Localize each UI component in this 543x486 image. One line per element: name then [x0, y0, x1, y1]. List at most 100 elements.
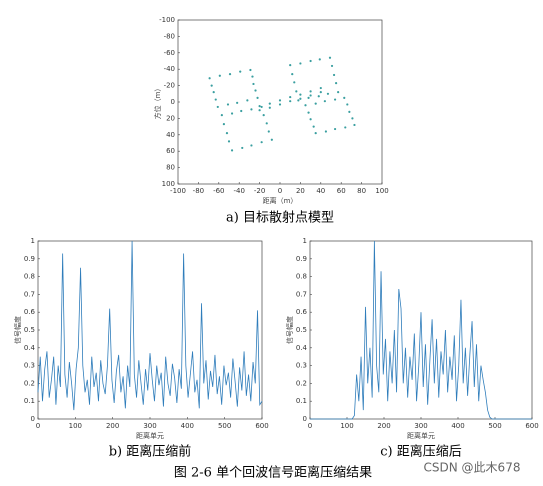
y-tick-label: -100 [159, 16, 175, 24]
scatter-point [268, 106, 271, 109]
scatter-point [299, 97, 302, 100]
x-tick-label: 500 [218, 422, 231, 430]
scatter-point [307, 111, 310, 114]
scatter-point [309, 118, 312, 121]
scatter-point [304, 104, 307, 107]
scatter-point [260, 105, 263, 109]
y-tick-label: 60 [166, 147, 175, 155]
y-tick-label: 0.1 [24, 397, 35, 405]
scatter-point [297, 99, 300, 102]
y-tick-label: -20 [164, 82, 175, 90]
y-tick-label: 0.3 [296, 362, 307, 370]
x-tick-label: 0 [308, 422, 312, 430]
scatter-point [278, 99, 282, 102]
y-tick-label: -40 [164, 65, 175, 73]
scatter-point [208, 77, 211, 80]
scatter-point [268, 102, 271, 105]
scatter-point [309, 59, 312, 63]
y-tick-label: 0.8 [296, 273, 307, 281]
y-tick-label: -60 [164, 49, 175, 57]
y-tick-label: 0.5 [296, 326, 307, 334]
data-line [310, 240, 532, 420]
scatter-point [226, 103, 230, 106]
scatter-point [351, 117, 354, 120]
scatter-point [216, 105, 219, 109]
scatter-point [227, 140, 231, 143]
chart-caption: c) 距离压缩后 [380, 444, 462, 460]
y-tick-label: 0.6 [24, 308, 36, 316]
y-tick-label: -80 [164, 32, 175, 40]
scatter-point [307, 96, 310, 99]
y-tick-label: 0.9 [296, 255, 307, 263]
plot-frame [309, 240, 533, 420]
scatter-point [314, 132, 317, 135]
scatter-point [299, 62, 302, 65]
y-tick-label: 0.1 [296, 397, 307, 405]
scatter-point [353, 123, 356, 127]
scatter-point [323, 100, 326, 103]
scatter-point [249, 68, 252, 72]
scatter-point [335, 82, 338, 85]
scatter-point [317, 95, 320, 98]
scatter-point [312, 125, 315, 128]
scatter-point [260, 141, 263, 144]
scatter-point [210, 84, 213, 87]
y-tick-label: 0.7 [24, 290, 35, 298]
scatter-point [220, 114, 223, 117]
scatter-point [295, 90, 298, 93]
scatter-point [293, 81, 296, 84]
x-tick-label: 500 [488, 422, 501, 430]
scatter-point [299, 93, 302, 96]
x-tick-label: 0 [278, 187, 282, 195]
y-tick-label: 0.6 [296, 308, 308, 316]
x-tick-label: 0 [36, 422, 40, 430]
y-tick-label: 0 [171, 98, 175, 106]
y-tick-label: 1 [31, 237, 35, 245]
y-tick-label: 0.7 [296, 290, 307, 298]
scatter-point [328, 56, 332, 59]
y-tick-label: 1 [303, 237, 307, 245]
scatter-point [337, 91, 340, 94]
scatter-point [252, 82, 255, 86]
scatter-point [228, 73, 232, 76]
x-tick-label: 300 [143, 422, 156, 430]
scatter-point [246, 99, 249, 102]
scatter-point [324, 130, 327, 133]
scatter-point [309, 94, 312, 97]
y-tick-label: 80 [166, 164, 175, 172]
x-tick-label: 300 [414, 422, 427, 430]
figure-caption: 图 2-6 单个回波信号距离压缩结果 [174, 465, 372, 481]
x-axis-label: 距离单元 [136, 431, 164, 440]
chart-caption: a) 目标散射点模型 [226, 210, 334, 226]
chart-caption: b) 距离压缩前 [109, 444, 192, 460]
y-axis-label: 信号幅度 [13, 316, 22, 344]
y-tick-label: 0 [31, 415, 35, 423]
scatter-point [212, 91, 215, 94]
y-tick-label: 0 [303, 415, 307, 423]
scatter-point [256, 96, 259, 99]
x-tick-label: 200 [377, 422, 390, 430]
scatter-point [240, 109, 243, 113]
scatter-point [222, 123, 225, 126]
scatter-point [332, 73, 336, 77]
x-axis-label: 距离单元 [407, 431, 435, 440]
scatter-point [318, 58, 321, 61]
scatter-point [333, 127, 337, 131]
plot-frame [37, 240, 263, 420]
scatter-point [326, 92, 330, 95]
scatter-point [289, 95, 292, 99]
watermark: CSDN @此木678 [424, 461, 521, 475]
y-tick-label: 20 [166, 114, 175, 122]
x-tick-label: 400 [181, 422, 194, 430]
scatter-point [236, 101, 239, 104]
x-tick-label: -40 [233, 187, 244, 195]
scatter-point [250, 144, 253, 147]
x-tick-label: -60 [213, 187, 224, 195]
scatter-point [291, 73, 294, 76]
scatter-point [270, 138, 273, 141]
scatter-point [278, 103, 282, 106]
x-tick-label: 80 [357, 187, 366, 195]
y-tick-label: 0.2 [24, 379, 35, 387]
